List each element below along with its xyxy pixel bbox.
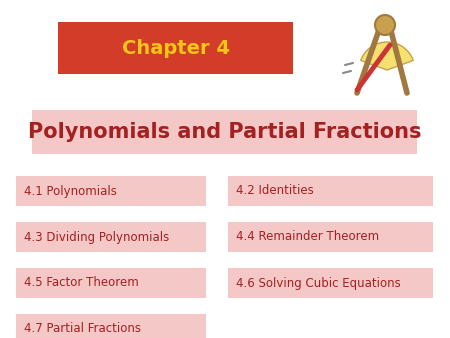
FancyBboxPatch shape bbox=[32, 110, 417, 154]
FancyBboxPatch shape bbox=[228, 222, 433, 252]
Text: 4.3 Dividing Polynomials: 4.3 Dividing Polynomials bbox=[24, 231, 169, 243]
FancyBboxPatch shape bbox=[58, 22, 293, 74]
Text: Chapter 4: Chapter 4 bbox=[122, 39, 230, 57]
Wedge shape bbox=[361, 42, 413, 70]
Text: 4.7 Partial Fractions: 4.7 Partial Fractions bbox=[24, 322, 141, 336]
FancyBboxPatch shape bbox=[16, 176, 206, 206]
FancyBboxPatch shape bbox=[16, 222, 206, 252]
Text: 4.1 Polynomials: 4.1 Polynomials bbox=[24, 185, 117, 197]
Circle shape bbox=[375, 15, 395, 35]
Text: 4.6 Solving Cubic Equations: 4.6 Solving Cubic Equations bbox=[236, 276, 401, 290]
Text: 4.5 Factor Theorem: 4.5 Factor Theorem bbox=[24, 276, 139, 290]
Text: 4.2 Identities: 4.2 Identities bbox=[236, 185, 314, 197]
FancyBboxPatch shape bbox=[16, 314, 206, 338]
FancyBboxPatch shape bbox=[228, 176, 433, 206]
FancyBboxPatch shape bbox=[16, 268, 206, 298]
FancyBboxPatch shape bbox=[228, 268, 433, 298]
Text: 4.4 Remainder Theorem: 4.4 Remainder Theorem bbox=[236, 231, 379, 243]
Text: Polynomials and Partial Fractions: Polynomials and Partial Fractions bbox=[28, 122, 421, 142]
